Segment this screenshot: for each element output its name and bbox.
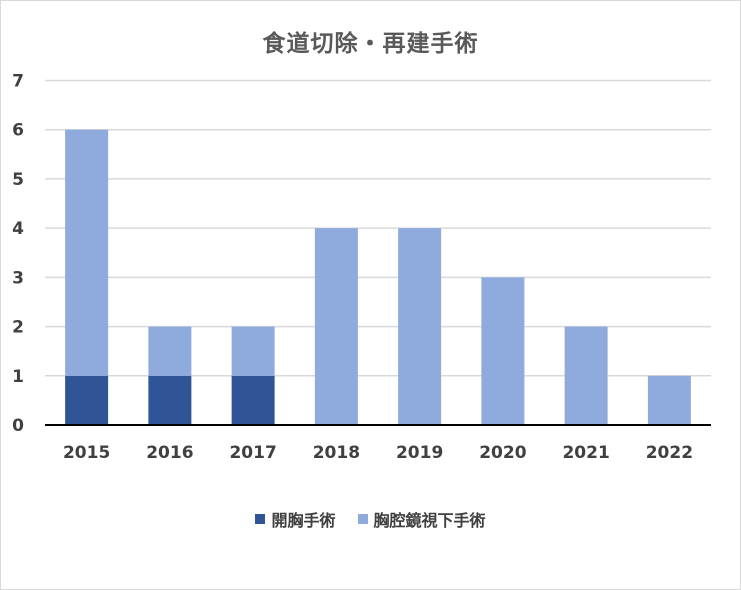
x-tick-label-2019: 2019 (396, 443, 443, 463)
bar-2015-series-0 (65, 375, 109, 425)
y-tick-label-5: 5 (12, 170, 24, 190)
bar-2018-series-1 (314, 228, 358, 425)
y-tick-label-4: 4 (12, 219, 24, 239)
y-tick-label-1: 1 (12, 367, 24, 387)
bar-2015-series-1 (65, 129, 109, 376)
x-tick-label-2018: 2018 (313, 443, 360, 463)
legend-swatch-open-surgery (255, 514, 266, 524)
x-tick-label-2016: 2016 (146, 443, 193, 463)
x-tick-label-2020: 2020 (479, 443, 526, 463)
x-tick-label-2021: 2021 (562, 443, 609, 463)
y-tick-label-3: 3 (12, 268, 24, 288)
bar-2017-series-0 (231, 375, 275, 425)
legend-swatch-thoracoscopic-surgery (357, 514, 368, 524)
legend-label-thoracoscopic-surgery: 胸腔鏡視下手術 (373, 511, 486, 530)
bar-2019-series-1 (398, 228, 442, 425)
bar-2017-series-1 (231, 326, 275, 376)
bar-2021-series-1 (564, 326, 608, 425)
y-tick-label-7: 7 (12, 72, 24, 92)
legend-label-open-surgery: 開胸手術 (271, 511, 336, 530)
chart-legend: 開胸手術 胸腔鏡視下手術 (0, 507, 741, 531)
bar-2020-series-1 (481, 277, 525, 425)
y-tick-label-6: 6 (12, 121, 24, 141)
chart-title: 食道切除・再建手術 (262, 31, 479, 57)
bar-2016-series-0 (148, 375, 192, 425)
x-tick-label-2015: 2015 (63, 443, 110, 463)
x-tick-label-2017: 2017 (229, 443, 276, 463)
legend-item-open-surgery: 開胸手術 (255, 507, 336, 531)
legend-item-thoracoscopic-surgery: 胸腔鏡視下手術 (357, 507, 486, 531)
bar-2022-series-1 (647, 375, 691, 425)
bar-2016-series-1 (148, 326, 192, 376)
y-tick-label-2: 2 (12, 318, 24, 338)
y-tick-label-0: 0 (12, 416, 24, 436)
x-tick-label-2022: 2022 (646, 443, 693, 463)
